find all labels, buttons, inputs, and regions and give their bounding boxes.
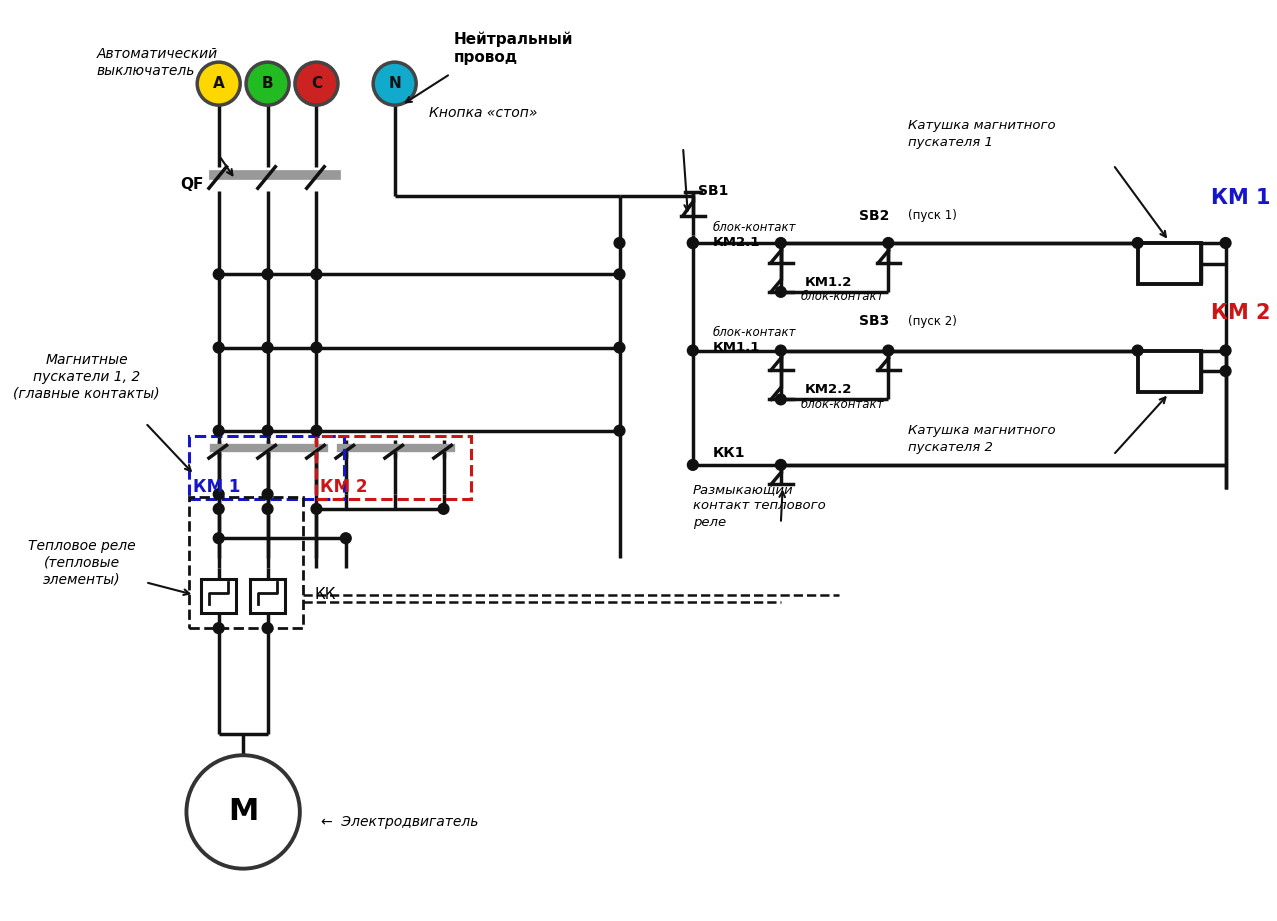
Circle shape bbox=[312, 504, 322, 514]
Text: Магнитные: Магнитные bbox=[46, 354, 128, 367]
Circle shape bbox=[262, 623, 273, 634]
Text: М: М bbox=[229, 798, 258, 826]
Text: (пуск 2): (пуск 2) bbox=[908, 315, 956, 328]
Bar bbox=[1138, 351, 1202, 391]
Circle shape bbox=[1133, 345, 1143, 356]
Circle shape bbox=[614, 269, 624, 280]
Circle shape bbox=[213, 623, 223, 634]
Circle shape bbox=[262, 504, 273, 514]
Circle shape bbox=[341, 533, 351, 543]
Text: Нейтральный: Нейтральный bbox=[453, 32, 573, 47]
Text: Автоматический: Автоматический bbox=[97, 47, 217, 62]
Circle shape bbox=[775, 286, 787, 297]
Text: КМ2.2: КМ2.2 bbox=[806, 383, 853, 396]
Circle shape bbox=[312, 343, 322, 353]
Circle shape bbox=[1133, 238, 1143, 249]
Text: A: A bbox=[213, 76, 225, 91]
Text: блок-контакт: блок-контакт bbox=[713, 326, 796, 340]
Circle shape bbox=[373, 62, 416, 105]
Circle shape bbox=[775, 394, 787, 404]
Circle shape bbox=[1221, 366, 1231, 377]
Text: элементы): элементы) bbox=[43, 572, 120, 587]
Text: SB2: SB2 bbox=[859, 209, 889, 223]
Text: реле: реле bbox=[693, 516, 725, 529]
Circle shape bbox=[213, 426, 223, 436]
Text: пускатели 1, 2: пускатели 1, 2 bbox=[33, 370, 140, 384]
Circle shape bbox=[687, 238, 699, 249]
Text: (главные контакты): (главные контакты) bbox=[14, 387, 160, 401]
Circle shape bbox=[775, 345, 787, 356]
Circle shape bbox=[775, 238, 787, 249]
Text: N: N bbox=[388, 76, 401, 91]
Text: ←  Электродвигатель: ← Электродвигатель bbox=[322, 815, 479, 829]
Circle shape bbox=[213, 343, 223, 353]
Circle shape bbox=[312, 426, 322, 436]
Text: C: C bbox=[310, 76, 322, 91]
Circle shape bbox=[687, 460, 699, 471]
Circle shape bbox=[197, 62, 240, 105]
Bar bbox=[1138, 243, 1202, 284]
Circle shape bbox=[614, 238, 624, 249]
Text: Размыкающий: Размыкающий bbox=[693, 483, 793, 495]
Text: блок-контакт: блок-контакт bbox=[801, 290, 884, 303]
Text: B: B bbox=[262, 76, 273, 91]
Circle shape bbox=[213, 269, 223, 280]
Text: контакт теплового: контакт теплового bbox=[693, 499, 825, 512]
Text: SB3: SB3 bbox=[859, 314, 889, 328]
Circle shape bbox=[213, 533, 223, 543]
Text: SB1: SB1 bbox=[697, 184, 728, 198]
Text: КМ1.2: КМ1.2 bbox=[806, 275, 853, 288]
Bar bbox=[200, 579, 236, 613]
Text: КК1: КК1 bbox=[713, 446, 744, 460]
Circle shape bbox=[882, 345, 894, 356]
Circle shape bbox=[614, 343, 624, 353]
Text: (тепловые: (тепловые bbox=[43, 555, 120, 570]
Text: (пуск 1): (пуск 1) bbox=[908, 209, 956, 222]
Text: выключатель: выключатель bbox=[97, 64, 195, 78]
Circle shape bbox=[1221, 345, 1231, 356]
Text: КМ1.1: КМ1.1 bbox=[713, 341, 760, 354]
Circle shape bbox=[262, 343, 273, 353]
Text: QF: QF bbox=[180, 177, 204, 192]
Circle shape bbox=[262, 269, 273, 280]
Circle shape bbox=[262, 489, 273, 499]
Circle shape bbox=[687, 345, 699, 356]
Circle shape bbox=[213, 504, 223, 514]
Circle shape bbox=[213, 489, 223, 499]
Text: блок-контакт: блок-контакт bbox=[713, 221, 796, 234]
Text: КК: КК bbox=[314, 588, 336, 602]
Text: Кнопка «стоп»: Кнопка «стоп» bbox=[429, 106, 538, 120]
Circle shape bbox=[614, 426, 624, 436]
Circle shape bbox=[246, 62, 289, 105]
Text: блок-контакт: блок-контакт bbox=[801, 398, 884, 411]
Text: КМ2.1: КМ2.1 bbox=[713, 236, 760, 249]
Circle shape bbox=[687, 238, 699, 249]
Circle shape bbox=[775, 460, 787, 471]
Circle shape bbox=[186, 755, 300, 869]
Bar bbox=[250, 579, 285, 613]
Circle shape bbox=[438, 504, 450, 514]
Text: пускателя 2: пускателя 2 bbox=[908, 441, 992, 454]
Text: провод: провод bbox=[453, 50, 517, 64]
Text: Катушка магнитного: Катушка магнитного bbox=[908, 119, 1056, 133]
Text: пускателя 1: пускателя 1 bbox=[908, 135, 992, 149]
Circle shape bbox=[882, 238, 894, 249]
Text: КМ 1: КМ 1 bbox=[193, 478, 240, 496]
Text: КМ 2: КМ 2 bbox=[1211, 303, 1271, 323]
Text: КМ 1: КМ 1 bbox=[1211, 188, 1271, 208]
Circle shape bbox=[312, 269, 322, 280]
Circle shape bbox=[262, 426, 273, 436]
Circle shape bbox=[1221, 238, 1231, 249]
Text: Катушка магнитного: Катушка магнитного bbox=[908, 425, 1056, 437]
Text: КМ 2: КМ 2 bbox=[321, 478, 368, 496]
Circle shape bbox=[295, 62, 338, 105]
Text: Тепловое реле: Тепловое реле bbox=[28, 539, 135, 553]
